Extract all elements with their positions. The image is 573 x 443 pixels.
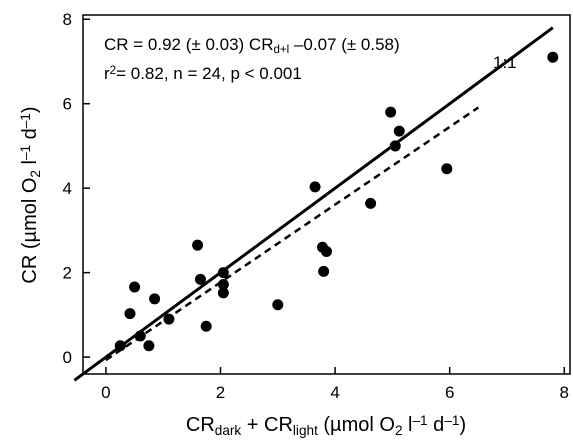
- y-tick-label: 4: [63, 179, 72, 198]
- x-axis-title-part: d: [428, 414, 445, 436]
- one-to-one-label: 1:1: [493, 53, 517, 72]
- data-point: [547, 51, 559, 63]
- y-axis-title-part: 2: [28, 170, 43, 178]
- y-tick-label: 0: [63, 348, 72, 367]
- data-point: [124, 308, 136, 320]
- equation-line-2-part: r: [104, 64, 110, 83]
- equation-line-1: CR = 0.92 (± 0.03) CRd+l –0.07 (± 0.58): [104, 35, 400, 56]
- data-point: [385, 106, 397, 118]
- data-points: [114, 51, 559, 352]
- data-point: [321, 246, 332, 258]
- x-axis-title-part: (µmol O: [318, 414, 395, 436]
- x-axis-title-part: CR: [186, 414, 215, 436]
- data-point: [143, 340, 155, 352]
- data-point: [217, 287, 229, 299]
- x-axis-title-part: + CR: [241, 414, 293, 436]
- y-tick-label: 2: [63, 264, 72, 283]
- data-point: [192, 239, 204, 251]
- data-point: [194, 273, 206, 285]
- equation-line-1-part: d+l: [273, 44, 289, 56]
- y-axis-title-part: l: [19, 160, 41, 170]
- data-point: [200, 320, 212, 332]
- x-axis-title-part: l: [403, 414, 413, 436]
- plot-frame: [82, 14, 571, 375]
- data-point: [114, 340, 126, 352]
- y-axis-title-part: –1: [18, 145, 33, 160]
- x-axis-title-part: –1: [444, 413, 459, 428]
- x-tick-label: 2: [216, 383, 225, 402]
- x-axis-title-part: light: [293, 423, 318, 438]
- data-point: [441, 163, 453, 175]
- regression-line: [105, 106, 480, 362]
- data-point: [134, 330, 146, 342]
- data-point: [309, 181, 321, 193]
- y-tick-label: 8: [63, 10, 72, 29]
- data-point: [272, 299, 284, 311]
- x-tick-label: 0: [101, 383, 110, 402]
- data-point: [217, 278, 229, 290]
- chart-labels: CRdark + CRlight (µmol O2 l–1 d–1)CR (µm…: [18, 35, 517, 438]
- x-axis-title-part: –1: [413, 413, 428, 428]
- y-axis-title-part: –1: [18, 113, 33, 128]
- x-axis-title-part: ): [459, 414, 466, 436]
- one-to-one-line: [73, 26, 554, 382]
- equation-line-1-part: CR = 0.92 (± 0.03) CR: [104, 35, 273, 54]
- data-point: [389, 140, 401, 152]
- y-tick-label: 6: [63, 95, 72, 114]
- data-point: [129, 281, 141, 293]
- y-axis-title-part: CR (µmol O: [19, 178, 41, 284]
- y-axis-title-part: ): [19, 106, 41, 113]
- x-tick-label: 8: [560, 383, 569, 402]
- data-point: [365, 197, 377, 209]
- y-axis-title: CR (µmol O2 l–1 d–1): [18, 106, 43, 283]
- data-point: [149, 293, 161, 305]
- x-tick-label: 6: [445, 383, 454, 402]
- equation-line-2-part: = 0.82, n = 24, p < 0.001: [116, 64, 302, 83]
- equation-line-1-part: –0.07 (± 0.58): [289, 35, 399, 54]
- y-axis-title-part: d: [19, 128, 41, 145]
- data-point: [163, 313, 175, 325]
- data-point: [393, 125, 405, 137]
- equation-line-2-part: 2: [110, 65, 116, 77]
- x-tick-label: 4: [330, 383, 339, 402]
- data-point: [318, 265, 330, 277]
- x-axis-title: CRdark + CRlight (µmol O2 l–1 d–1): [186, 413, 466, 438]
- data-point: [217, 267, 229, 279]
- axis-ticks: 0 0 2 2 4 4 6 6 8 8: [63, 10, 569, 402]
- equation-line-2: r2= 0.82, n = 24, p < 0.001: [104, 64, 302, 83]
- x-axis-title-part: 2: [395, 423, 403, 438]
- x-axis-title-part: dark: [215, 423, 242, 438]
